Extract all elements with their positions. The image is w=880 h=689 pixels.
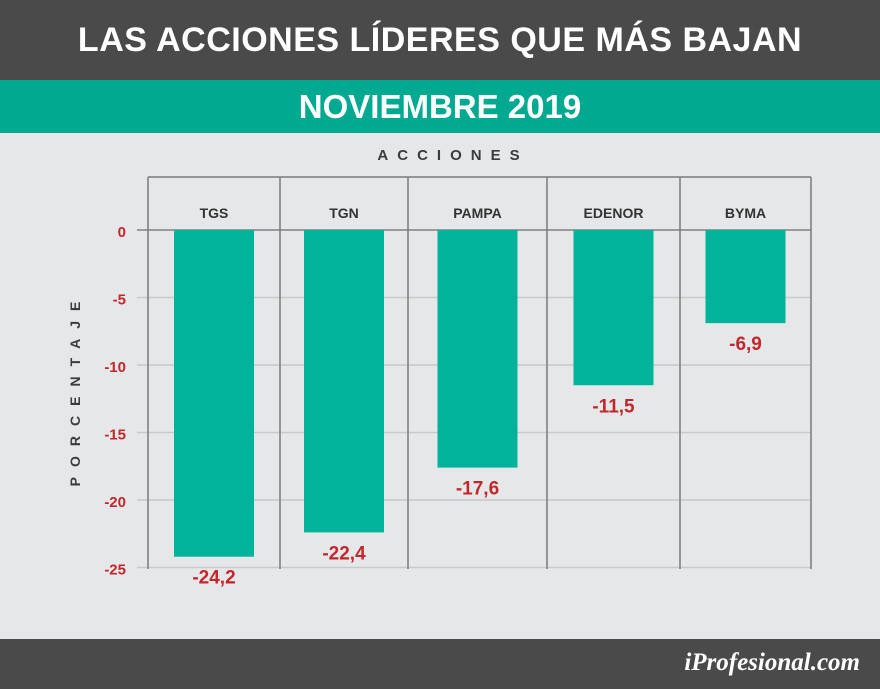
category-label: PAMPA	[453, 205, 501, 221]
value-label: -11,5	[592, 396, 635, 417]
page-title: LAS ACCIONES LÍDERES QUE MÁS BAJAN	[77, 20, 803, 59]
bar-tgs	[174, 230, 254, 557]
subheader-band: NOVIEMBRE 2019	[0, 80, 880, 133]
bar-tgn	[304, 230, 384, 533]
value-label: -22,4	[322, 543, 366, 564]
value-label: -17,6	[456, 479, 499, 500]
y-tick-label: -10	[104, 359, 126, 376]
bar-edenor	[573, 230, 654, 386]
page-subtitle: NOVIEMBRE 2019	[298, 87, 582, 125]
category-label: TGN	[329, 205, 359, 221]
value-label: -24,2	[192, 568, 235, 589]
header-band: LAS ACCIONES LÍDERES QUE MÁS BAJAN	[0, 0, 880, 80]
bar-byma	[705, 230, 786, 324]
category-label: EDENOR	[584, 205, 644, 221]
x-axis-title: ACCIONES	[377, 147, 528, 164]
bars	[174, 230, 786, 557]
category-label: BYMA	[725, 205, 766, 221]
y-tick-label: -20	[104, 494, 126, 511]
labels: 0 -5 -10 -15 -20 -25 TGS -24,2 TGN -22,4 PAMPA -17,…	[104, 205, 766, 589]
y-tick-label: 0	[118, 224, 126, 241]
y-tick-label: -15	[104, 427, 126, 444]
y-tick-label: -25	[104, 562, 126, 579]
y-tick-label: -5	[113, 292, 126, 309]
bar-pampa	[437, 230, 518, 468]
category-label: TGS	[200, 205, 229, 221]
y-axis-title: PORCENTAJE	[67, 292, 83, 487]
value-label: -6,9	[729, 334, 762, 355]
brand-logo: iProfesional.com	[684, 649, 860, 676]
footer-band: iProfesional.com	[0, 639, 880, 689]
